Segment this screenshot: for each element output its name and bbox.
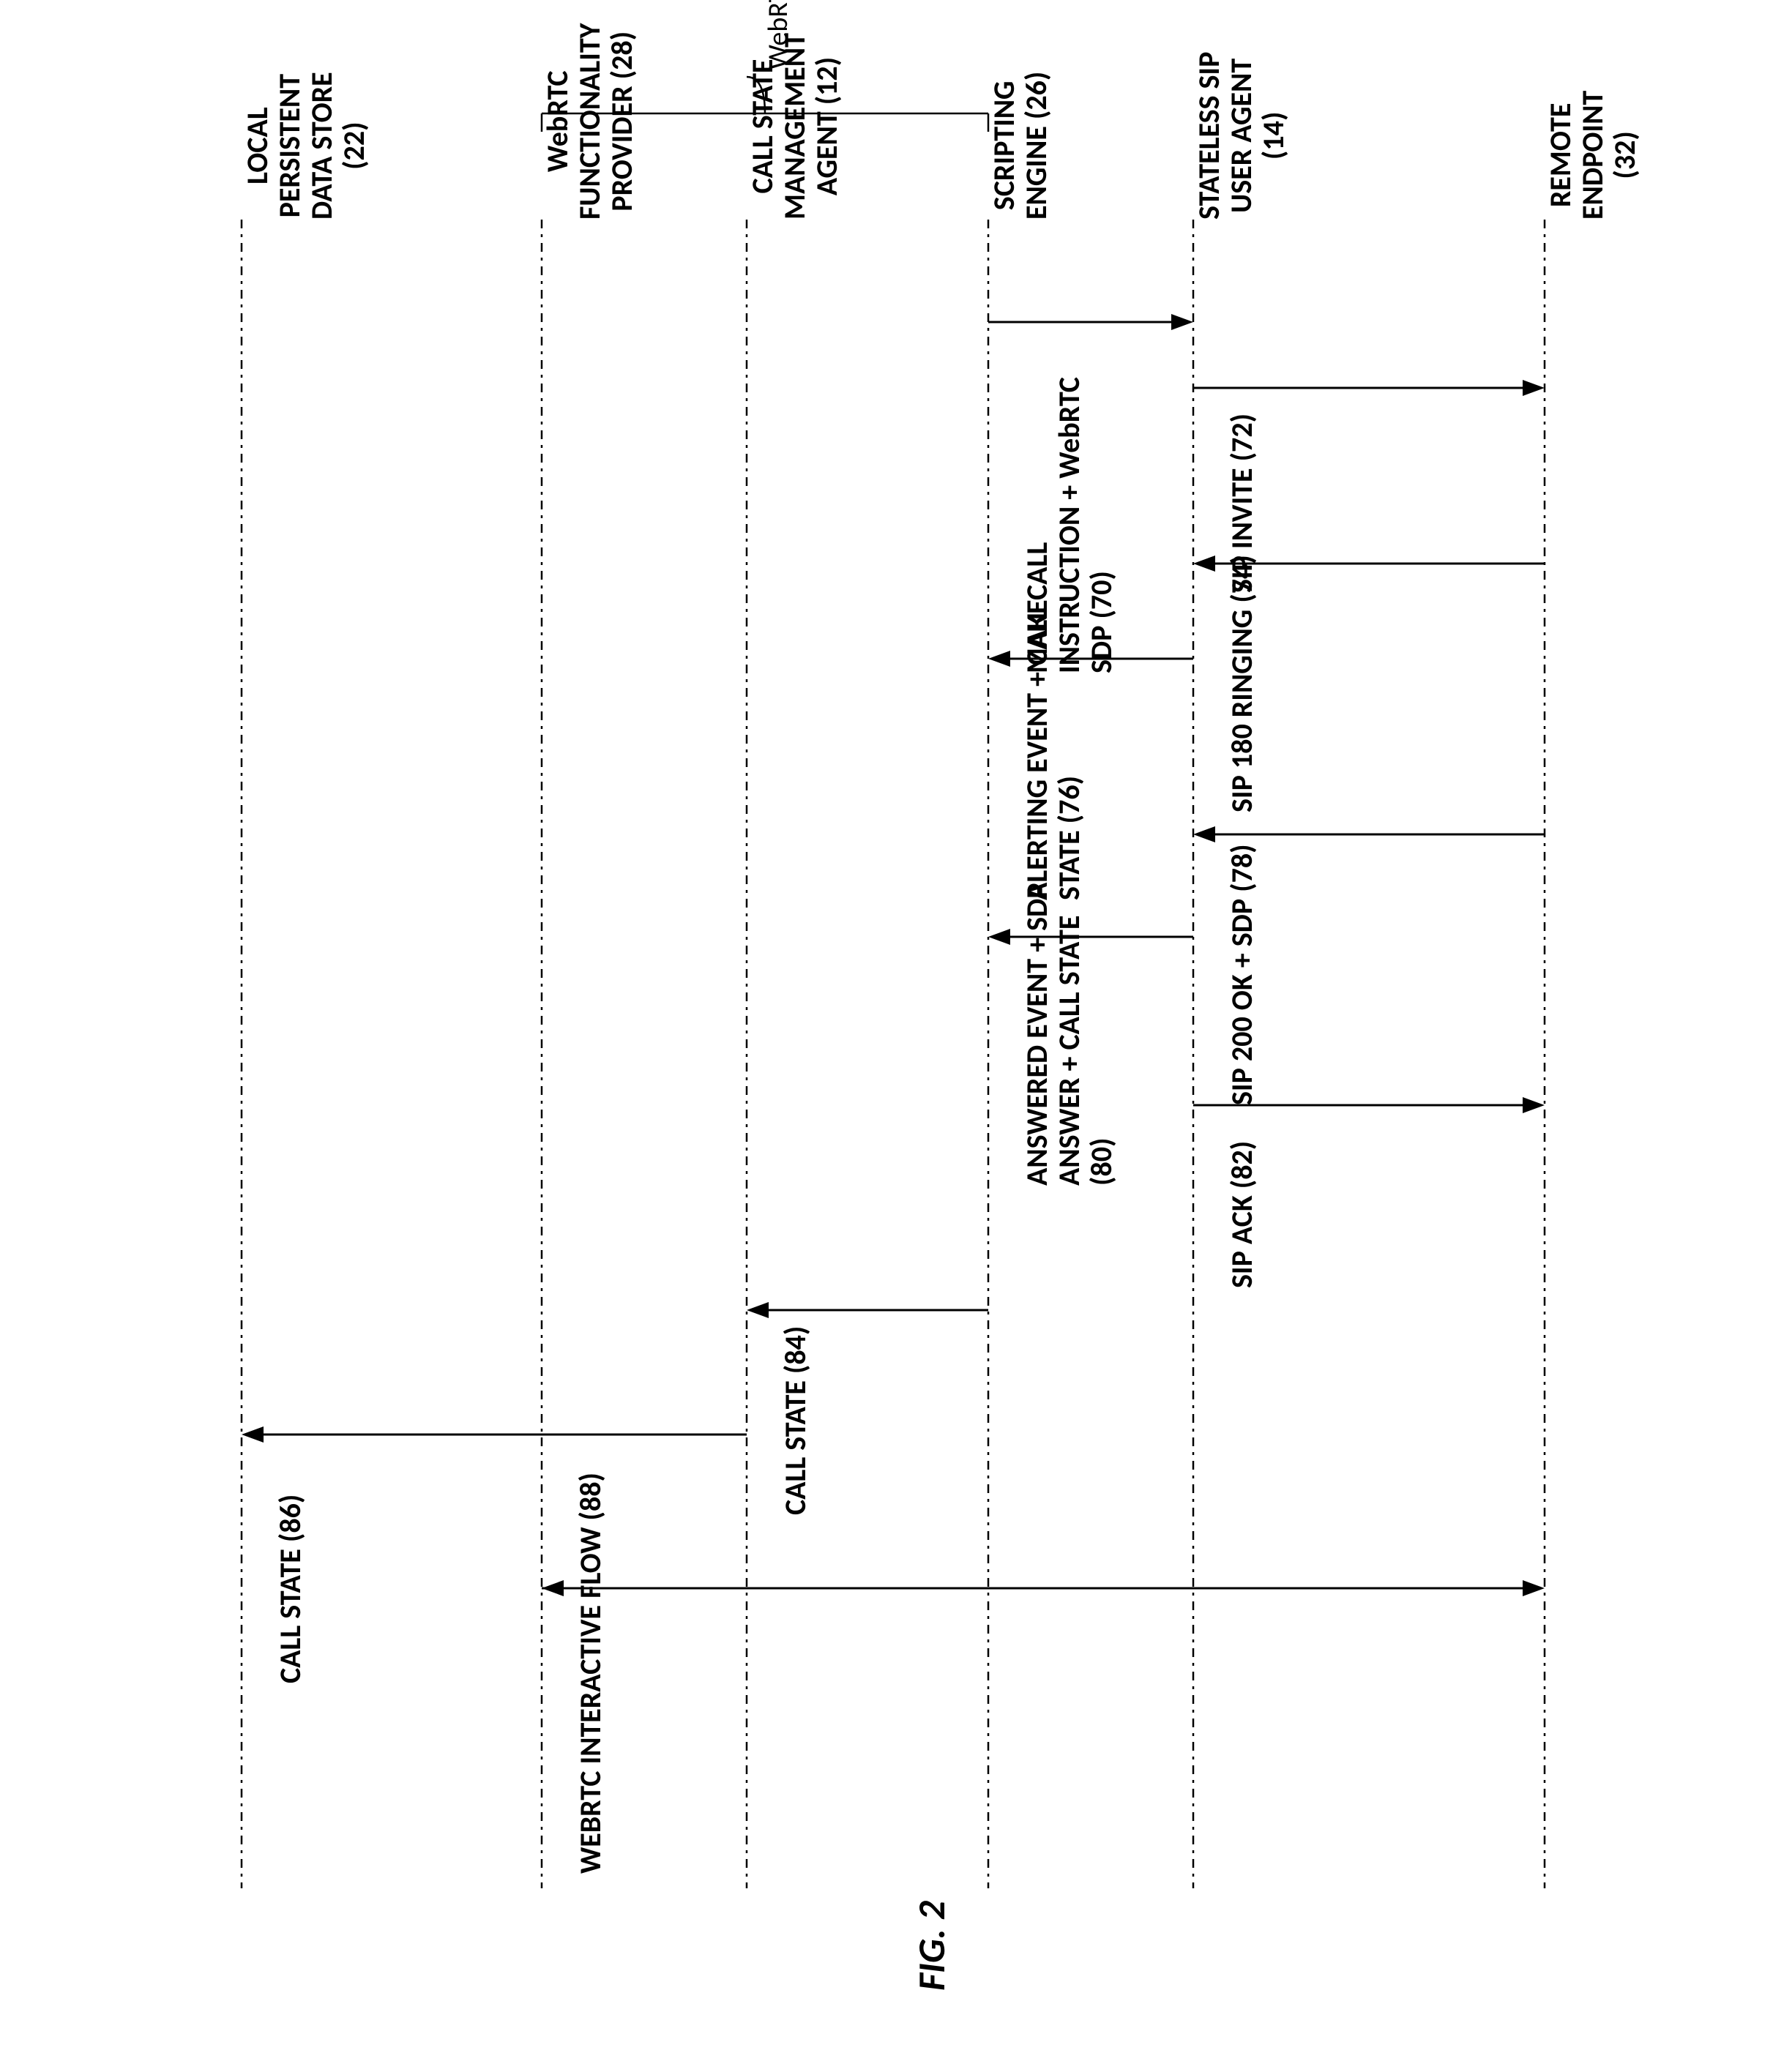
msg-label-m86: CALL STATE (86) xyxy=(275,1495,307,1683)
diagram-svg xyxy=(0,0,1773,2072)
lane-script: SCRIPTING ENGINE (26) xyxy=(988,72,1053,220)
msg-label-m78: SIP 200 OK + SDP (78) xyxy=(1226,844,1258,1105)
diagram-page: LOCAL PERSISTENT DATA STORE (22) WebRTC … xyxy=(0,0,1773,2072)
msg-label-m84: CALL STATE (84) xyxy=(780,1326,812,1515)
msg-label-m76: ALERTING EVENT + CALLSTATE (76) xyxy=(1021,607,1086,900)
bracket-label: WebRTC CLIENT (18) xyxy=(761,0,795,70)
msg-label-m82: SIP ACK (82) xyxy=(1226,1141,1258,1288)
lane-local: LOCAL PERSISTENT DATA STORE (22) xyxy=(242,72,370,220)
msg-label-m88: WEBRTC INTERACTIVE FLOW (88) xyxy=(575,1473,607,1874)
lane-sip: STATELESS SIP USER AGENT (14) xyxy=(1193,52,1290,220)
lane-remote: REMOTE ENDPOINT (32) xyxy=(1545,91,1641,220)
lane-webrtc: WebRTC FUNCTIONALITY PROVIDER (28) xyxy=(542,23,638,220)
figure-label: FIG. 2 xyxy=(908,1901,955,1991)
msg-label-m74: SIP 180 RINGING (74) xyxy=(1226,555,1258,812)
msg-label-m80: ANSWERED EVENT + SDPANSWER + CALL STATE(… xyxy=(1021,883,1118,1186)
